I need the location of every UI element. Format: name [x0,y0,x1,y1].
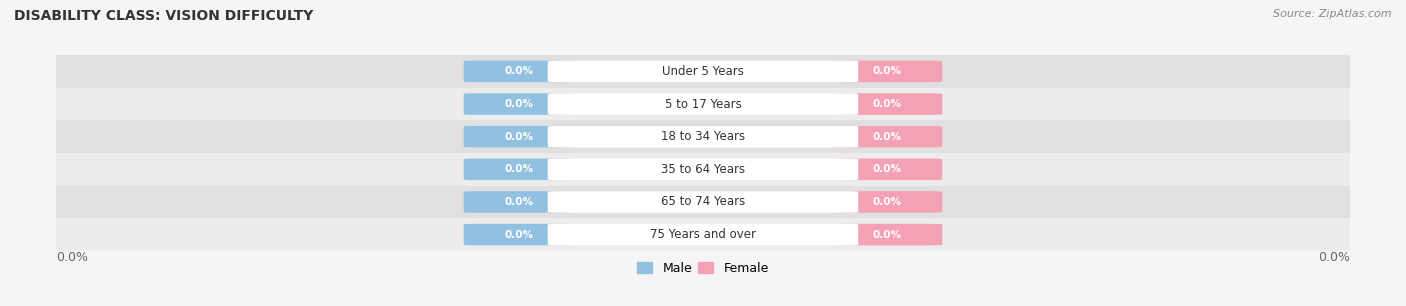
Text: 0.0%: 0.0% [873,230,901,240]
FancyBboxPatch shape [548,159,858,180]
Bar [56,153,1350,186]
FancyBboxPatch shape [548,126,858,147]
FancyBboxPatch shape [548,191,858,213]
FancyBboxPatch shape [464,126,574,147]
Bar [56,120,1350,153]
Bar [56,218,1350,251]
Text: 0.0%: 0.0% [56,251,89,264]
Text: 0.0%: 0.0% [873,99,901,109]
FancyBboxPatch shape [832,61,942,82]
Text: 0.0%: 0.0% [1317,251,1350,264]
Text: 0.0%: 0.0% [505,66,533,76]
Bar [56,88,1350,120]
Text: 0.0%: 0.0% [505,164,533,174]
Text: 35 to 64 Years: 35 to 64 Years [661,163,745,176]
Text: 0.0%: 0.0% [873,197,901,207]
FancyBboxPatch shape [464,191,574,213]
FancyBboxPatch shape [464,61,574,82]
Text: 65 to 74 Years: 65 to 74 Years [661,196,745,208]
Text: 0.0%: 0.0% [873,164,901,174]
Text: 0.0%: 0.0% [505,132,533,142]
Bar [56,55,1350,88]
Text: 0.0%: 0.0% [505,230,533,240]
FancyBboxPatch shape [832,159,942,180]
FancyBboxPatch shape [464,159,574,180]
Text: Source: ZipAtlas.com: Source: ZipAtlas.com [1274,9,1392,19]
FancyBboxPatch shape [548,224,858,245]
FancyBboxPatch shape [548,93,858,115]
Text: 0.0%: 0.0% [873,66,901,76]
Bar [56,186,1350,218]
Text: 0.0%: 0.0% [873,132,901,142]
FancyBboxPatch shape [464,224,574,245]
FancyBboxPatch shape [832,93,942,115]
Text: 75 Years and over: 75 Years and over [650,228,756,241]
Text: DISABILITY CLASS: VISION DIFFICULTY: DISABILITY CLASS: VISION DIFFICULTY [14,9,314,23]
Text: 5 to 17 Years: 5 to 17 Years [665,98,741,110]
FancyBboxPatch shape [832,224,942,245]
Text: 0.0%: 0.0% [505,99,533,109]
FancyBboxPatch shape [832,191,942,213]
Text: 0.0%: 0.0% [505,197,533,207]
Text: 18 to 34 Years: 18 to 34 Years [661,130,745,143]
FancyBboxPatch shape [548,61,858,82]
Legend: Male, Female: Male, Female [633,257,773,280]
FancyBboxPatch shape [832,126,942,147]
Text: Under 5 Years: Under 5 Years [662,65,744,78]
FancyBboxPatch shape [464,93,574,115]
